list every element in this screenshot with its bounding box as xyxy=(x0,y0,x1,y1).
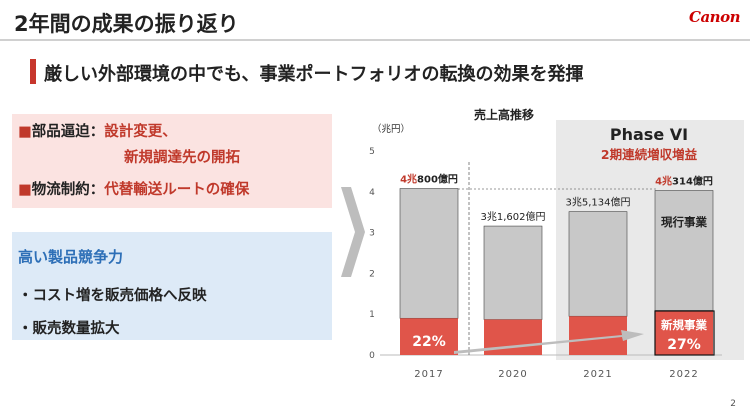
competitiveness-heading: 高い製品競争力 xyxy=(18,248,124,266)
new-business-highlight xyxy=(654,310,715,356)
challenge-parts-text-1: 設計変更、 xyxy=(104,124,177,140)
bar-2021 xyxy=(568,211,628,317)
y-tick-label: 4 xyxy=(369,188,375,198)
x-tick-label: 2017 xyxy=(414,369,443,380)
share-2017-label: 22% xyxy=(412,334,446,350)
y-tick-label: 0 xyxy=(369,351,375,361)
challenge-logistics: ■物流制約：代替輸送ルートの確保 xyxy=(18,178,249,199)
total-label-2020: 3兆1,602億円 xyxy=(481,210,546,223)
challenge-logistics-text: 代替輸送ルートの確保 xyxy=(104,182,250,198)
x-tick-label: 2022 xyxy=(669,369,698,380)
phase-vi-title: Phase VI xyxy=(610,125,688,144)
competitiveness-box xyxy=(12,232,332,340)
competitiveness-item-price: ・コスト増を販売価格へ反映 xyxy=(18,288,207,304)
square-bullet-icon: ■ xyxy=(18,124,32,140)
y-tick-label: 2 xyxy=(369,269,375,279)
subtitle-accent-bar xyxy=(30,59,36,84)
canon-logo: Canon xyxy=(689,8,740,26)
challenge-logistics-label: 物流制約： xyxy=(31,182,105,198)
x-tick-label: 2020 xyxy=(498,369,527,380)
bar-segment-2022 xyxy=(655,310,713,355)
bar-2017 xyxy=(399,188,459,319)
challenge-parts-text-2: 新規調達先の開拓 xyxy=(124,150,240,166)
bar-2020 xyxy=(483,225,543,320)
chevron-right-icon xyxy=(341,187,365,277)
square-bullet-icon: ■ xyxy=(18,182,32,198)
chart-title: 売上高推移 xyxy=(474,107,534,122)
growth-arrow xyxy=(454,330,644,354)
page-number: 2 xyxy=(730,399,736,409)
subtitle: 厳しい外部環境の中でも、事業ポートフォリオの転換の効果を発揮 xyxy=(44,64,584,85)
phase-vi-subtitle: 2期連続増収増益 xyxy=(601,147,698,162)
current-business-label: 現行事業 xyxy=(661,215,707,229)
new-business-label: 新規事業 xyxy=(661,318,707,332)
sales-chart: 売上高推移 （兆円） 0 1 2 3 4 5 2017 2020 2021 2022 4兆800… xyxy=(369,107,744,380)
y-axis-label: （兆円） xyxy=(372,123,410,135)
y-tick-label: 5 xyxy=(369,147,375,157)
total-label-2022: 4兆314億円 xyxy=(655,175,713,188)
challenge-parts: ■部品逼迫：設計変更、 xyxy=(18,120,177,141)
y-tick-label: 3 xyxy=(369,229,375,239)
challenges-box xyxy=(12,114,332,208)
competitiveness-item-volume: ・販売数量拡大 xyxy=(18,321,120,337)
x-tick-label: 2021 xyxy=(583,369,612,380)
y-tick-label: 1 xyxy=(369,310,375,320)
bar-segment-2017 xyxy=(400,318,458,355)
new-business-share: 27% xyxy=(667,337,701,353)
total-label-2021: 3兆5,134億円 xyxy=(566,196,631,209)
challenge-parts-label: 部品逼迫： xyxy=(31,124,105,140)
page-title: 2年間の成果の振り返り xyxy=(14,12,239,36)
bar-2022 xyxy=(654,190,714,311)
total-label-2017: 4兆800億円 xyxy=(400,173,458,186)
title-divider xyxy=(0,39,750,41)
